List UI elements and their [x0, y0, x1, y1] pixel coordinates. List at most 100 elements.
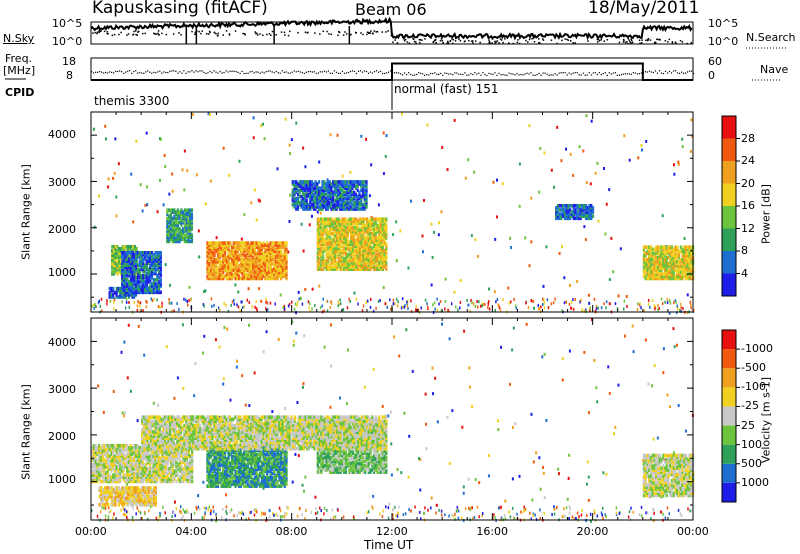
near-range-dot — [395, 297, 398, 301]
echo-cell — [222, 260, 225, 264]
freq-dot — [233, 70, 235, 72]
near-range-dot — [108, 510, 111, 514]
freq-dot — [159, 70, 161, 72]
echo-cell — [298, 203, 301, 207]
echo-cell — [156, 288, 159, 293]
echo-cell — [281, 255, 285, 260]
echo-cell — [371, 250, 374, 255]
echo-cell — [349, 180, 352, 184]
echo-cell — [337, 200, 340, 205]
echo-cell — [327, 238, 330, 242]
near-range-dot — [397, 300, 399, 304]
echo-cell — [298, 188, 301, 193]
echo-cell — [262, 243, 265, 247]
echo-cell — [215, 241, 218, 245]
echo-cell — [372, 217, 376, 222]
echo-cell — [237, 276, 241, 281]
freq-dot — [115, 70, 117, 72]
echo-cell — [354, 194, 358, 199]
echo-cell — [318, 261, 321, 265]
echo-cell — [354, 186, 358, 190]
echo-cell — [122, 273, 126, 278]
freq-dot — [666, 72, 669, 74]
echo-cell — [351, 219, 355, 224]
echo-cell — [154, 263, 157, 268]
echo-cell — [129, 250, 133, 255]
echo-cell — [130, 249, 133, 253]
echo-cell — [353, 180, 356, 184]
echo-cell — [316, 261, 319, 265]
echo-cell — [346, 254, 349, 259]
echo-cell — [140, 278, 143, 282]
echo-cell — [363, 196, 366, 201]
echo-cell — [252, 266, 255, 270]
echo-cell — [232, 257, 235, 262]
echo-cell — [385, 261, 388, 265]
echo-dot — [430, 496, 433, 500]
echo-dot — [146, 185, 149, 189]
echo-cell — [255, 241, 258, 245]
nsearch-dot — [656, 38, 658, 40]
echo-cell — [278, 251, 281, 256]
echo-cell — [316, 188, 319, 193]
near-range-dot — [326, 508, 328, 512]
echo-cell — [169, 231, 172, 235]
nsearch-dot — [98, 30, 100, 32]
echo-cell — [344, 186, 347, 190]
echo-cell — [248, 247, 251, 252]
echo-cell — [122, 290, 126, 295]
echo-cell — [329, 246, 332, 251]
echo-cell — [266, 270, 269, 275]
echo-cell — [118, 251, 121, 255]
freq-dot — [646, 71, 649, 73]
echo-cell — [211, 243, 214, 247]
echo-cell — [232, 245, 235, 250]
echo-cell — [314, 194, 317, 199]
echo-cell — [385, 246, 388, 251]
echo-cell — [325, 248, 328, 253]
echo-cell — [337, 196, 340, 201]
echo-cell — [236, 266, 239, 270]
echo-cell — [353, 234, 356, 238]
echo-cell — [133, 269, 136, 274]
echo-cell — [363, 203, 366, 207]
near-range-dot — [579, 300, 581, 304]
colorbar-cell — [722, 183, 736, 206]
echo-dot — [437, 221, 440, 225]
echo-cell — [365, 248, 369, 253]
echo-cell — [298, 200, 301, 205]
echo-cell — [346, 194, 349, 199]
near-range-dot — [622, 307, 625, 311]
echo-cell — [150, 271, 154, 276]
near-range-dot — [256, 309, 258, 313]
echo-cell — [276, 245, 279, 250]
near-range-dot — [136, 304, 139, 308]
echo-cell — [250, 276, 253, 281]
nsearch-dot — [403, 40, 406, 42]
echo-dot — [468, 366, 471, 370]
echo-cell — [276, 241, 279, 245]
echo-cell — [330, 242, 333, 247]
echo-cell — [321, 196, 324, 201]
echo-cell — [121, 282, 124, 286]
echo-cell — [128, 261, 131, 265]
echo-cell — [215, 276, 218, 281]
nsearch-dot — [106, 32, 109, 35]
echo-cell — [353, 244, 356, 249]
nsearch-dot — [412, 38, 415, 41]
echo-cell — [222, 243, 225, 247]
echo-dot — [538, 307, 541, 311]
echo-cell — [278, 249, 281, 254]
nsearch-dot — [452, 38, 455, 41]
echo-cell — [135, 261, 138, 265]
power-ytick-4000: 4000 — [48, 128, 76, 141]
echo-cell — [346, 207, 349, 211]
nsearch-dot — [686, 42, 688, 45]
near-range-dot — [639, 302, 641, 306]
echo-dot — [193, 394, 196, 398]
freq-dot — [534, 74, 536, 76]
echo-cell — [381, 217, 384, 222]
freq-dot — [690, 70, 693, 72]
echo-cell — [350, 246, 353, 251]
echo-cell — [276, 262, 279, 266]
